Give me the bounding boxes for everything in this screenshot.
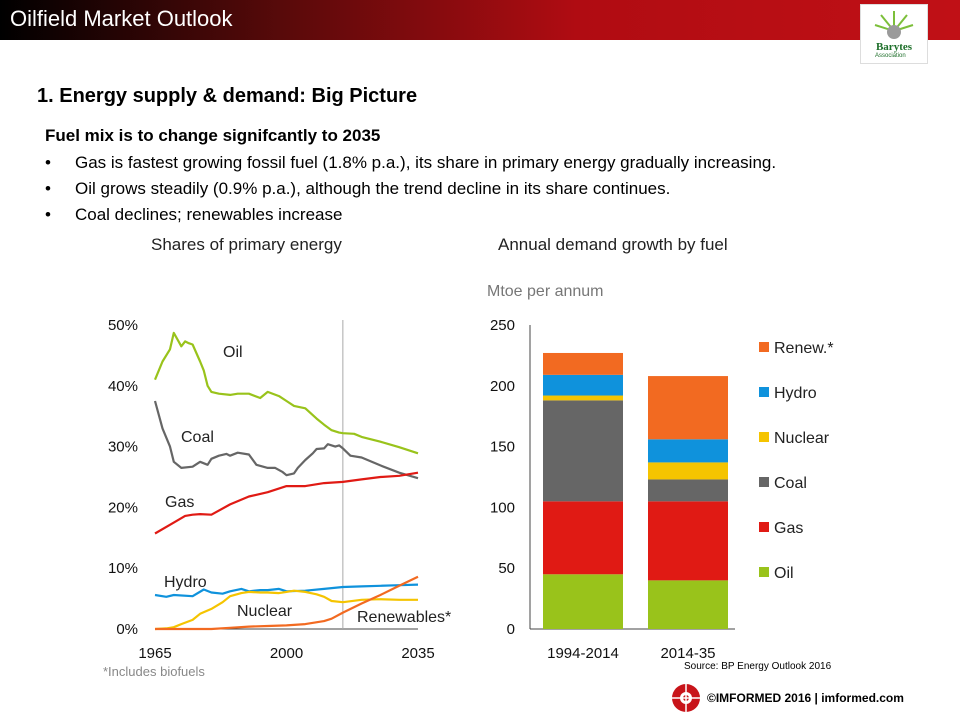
legend-label: Renew.* — [774, 340, 834, 357]
imformed-logo-icon — [672, 684, 700, 712]
logo-text: Barytes — [875, 41, 913, 53]
legend-label: Nuclear — [774, 430, 830, 447]
line-chart-title: Shares of primary energy — [151, 235, 342, 254]
bullet-text: Oil grows steadily (0.9% p.a.), although… — [75, 179, 671, 198]
bar-segment-gas — [543, 501, 623, 575]
y-tick-label: 100 — [490, 499, 515, 516]
section-subtitle: Fuel mix is to change signifcantly to 20… — [45, 126, 381, 145]
series-line-nuclear — [154, 589, 418, 631]
legend-label: Gas — [774, 520, 803, 537]
y-tick-label: 50 — [498, 560, 515, 577]
bullet-item: • Gas is fastest growing fossil fuel (1.8… — [45, 153, 776, 173]
series-label: Gas — [165, 494, 194, 511]
legend-swatch — [759, 432, 769, 442]
bar-segment-hydro — [648, 439, 728, 463]
section-title: 1. Energy supply & demand: Big Picture — [37, 85, 418, 107]
bullet-symbol: • — [45, 179, 51, 198]
bar-chart-ylabel: Mtoe per annum — [487, 283, 604, 300]
y-tick-label: 150 — [490, 439, 515, 456]
series-line-oil — [153, 331, 419, 455]
series-line-hydro — [154, 583, 419, 598]
bullet-symbol: • — [45, 153, 51, 172]
bar-segment-coal — [648, 479, 728, 502]
series-line-gas — [154, 471, 419, 535]
y-tick-label: 30% — [108, 439, 138, 456]
bar-segment-renew — [543, 352, 623, 375]
bullet-item: • Coal declines; renewables increase — [45, 205, 342, 225]
bullet-symbol: • — [45, 205, 51, 224]
bullet-item: • Oil grows steadily (0.9% p.a.), althoug… — [45, 179, 670, 199]
y-tick-label: 200 — [490, 378, 515, 395]
y-tick-label: 20% — [108, 499, 138, 516]
y-tick-label: 0 — [507, 621, 515, 638]
bar-segment-oil — [648, 580, 728, 629]
series-line-renewables — [155, 575, 419, 631]
footnote: *Includes biofuels — [103, 664, 205, 679]
source-note: Source: BP Energy Outlook 2016 — [684, 661, 832, 672]
legend-swatch — [759, 477, 769, 487]
legend-label: Hydro — [774, 385, 817, 402]
legend-swatch — [759, 387, 769, 397]
y-tick-label: 250 — [490, 317, 515, 334]
x-tick-label: 2000 — [270, 645, 303, 662]
footer-copyright: ©IMFORMED 2016 | imformed.com — [707, 691, 904, 705]
bullet-text: Coal declines; renewables increase — [75, 205, 343, 224]
category-label: 2014-35 — [660, 645, 715, 662]
logo-subtext: Association — [875, 53, 906, 59]
series-label: Renewables* — [357, 609, 451, 626]
x-tick-label: 1965 — [138, 645, 171, 662]
series-label: Coal — [181, 429, 214, 446]
series-label: Nuclear — [237, 603, 293, 620]
bullet-text: Gas is fastest growing fossil fuel (1.8%… — [75, 153, 777, 172]
bar-segment-renew — [648, 376, 728, 440]
bar-segment-hydro — [543, 374, 623, 396]
bar-segment-gas — [648, 501, 728, 581]
bar-chart-title: Annual demand growth by fuel — [498, 235, 728, 254]
legend-swatch — [759, 567, 769, 577]
legend-label: Oil — [774, 565, 794, 582]
legend-label: Coal — [774, 475, 807, 492]
x-tick-label: 2035 — [401, 645, 434, 662]
logo-emblem-icon — [874, 11, 914, 39]
y-tick-label: 50% — [108, 317, 138, 334]
category-label: 1994-2014 — [547, 645, 619, 662]
y-tick-label: 0% — [116, 621, 138, 638]
series-label: Oil — [223, 344, 243, 361]
banner-title: Oilfield Market Outlook — [10, 6, 233, 31]
legend-swatch — [759, 342, 769, 352]
series-label: Hydro — [164, 574, 207, 591]
barytes-logo: Barytes Association — [860, 4, 928, 64]
bar-segment-nuclear — [543, 395, 623, 401]
bar-segment-oil — [543, 574, 623, 629]
y-tick-label: 10% — [108, 560, 138, 577]
legend-swatch — [759, 522, 769, 532]
bar-segment-nuclear — [648, 462, 728, 480]
series-line-coal — [153, 400, 419, 480]
y-tick-label: 40% — [108, 378, 138, 395]
title-banner: Oilfield Market Outlook — [0, 0, 960, 40]
bar-segment-coal — [543, 400, 623, 502]
